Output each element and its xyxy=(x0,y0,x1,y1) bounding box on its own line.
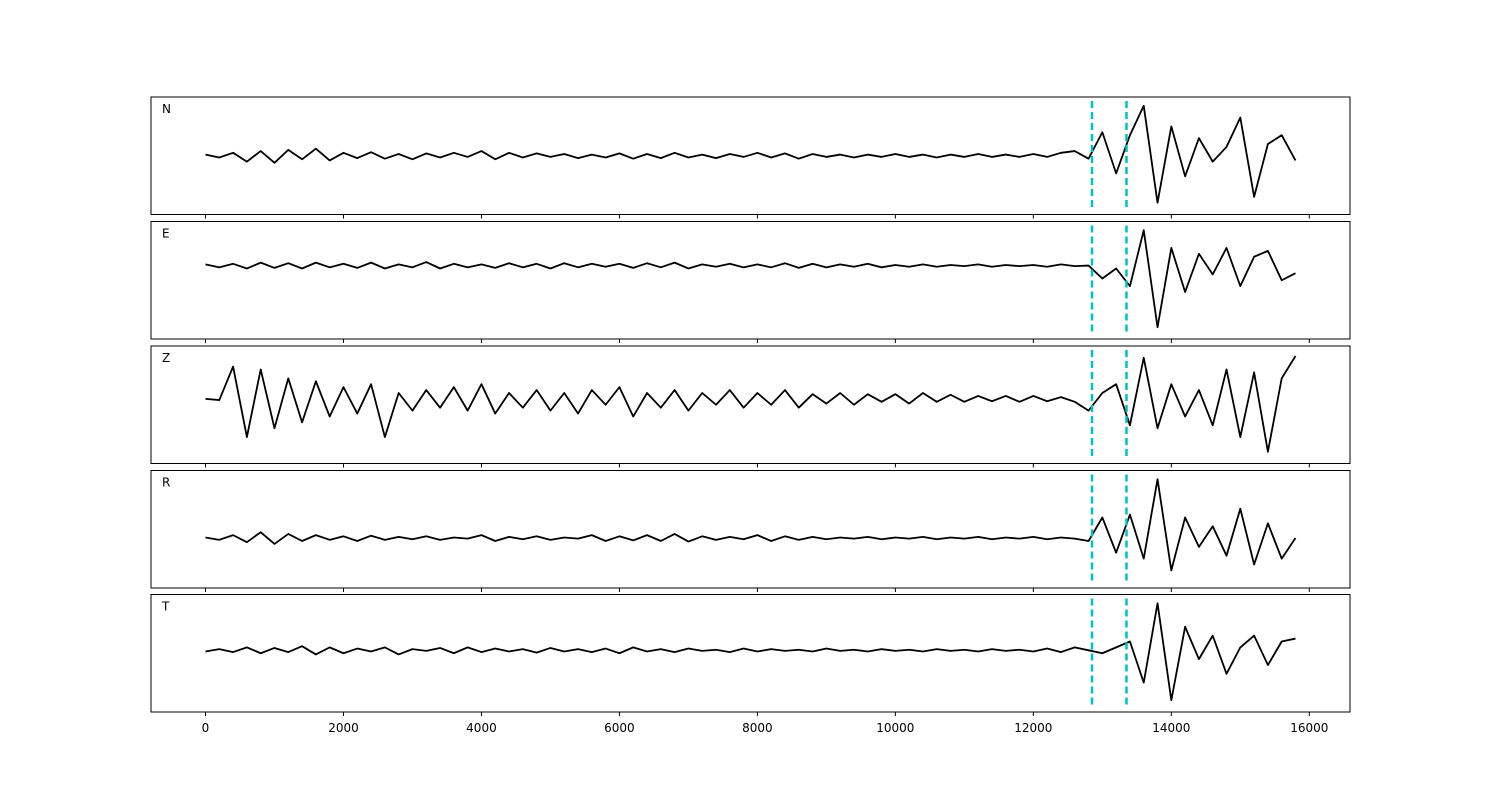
panel-title: T xyxy=(161,600,170,614)
x-tick-label: 4000 xyxy=(466,721,497,735)
x-tick-label: 12000 xyxy=(1014,721,1052,735)
trace-line xyxy=(205,229,1296,329)
x-tick-label: 6000 xyxy=(604,721,635,735)
x-tick-label: 0 xyxy=(202,721,210,735)
panel-title: R xyxy=(162,476,170,490)
x-tick-label: 2000 xyxy=(328,721,359,735)
panel-title: N xyxy=(162,102,171,116)
trace-line xyxy=(205,602,1296,702)
x-tick-label: 10000 xyxy=(876,721,914,735)
x-tick-label: 16000 xyxy=(1290,721,1328,735)
panel-frame xyxy=(150,594,1351,713)
trace-line xyxy=(205,478,1297,572)
panel-title: E xyxy=(162,227,170,241)
trace-line xyxy=(205,104,1297,204)
panel-title: Z xyxy=(162,351,170,365)
panel-frame xyxy=(150,96,1351,215)
panel-frame xyxy=(150,345,1351,464)
trace-line xyxy=(205,355,1297,453)
panel-frame xyxy=(150,221,1351,340)
x-tick-label: 8000 xyxy=(742,721,773,735)
panel-frame xyxy=(150,470,1351,589)
x-tick-label: 14000 xyxy=(1152,721,1190,735)
